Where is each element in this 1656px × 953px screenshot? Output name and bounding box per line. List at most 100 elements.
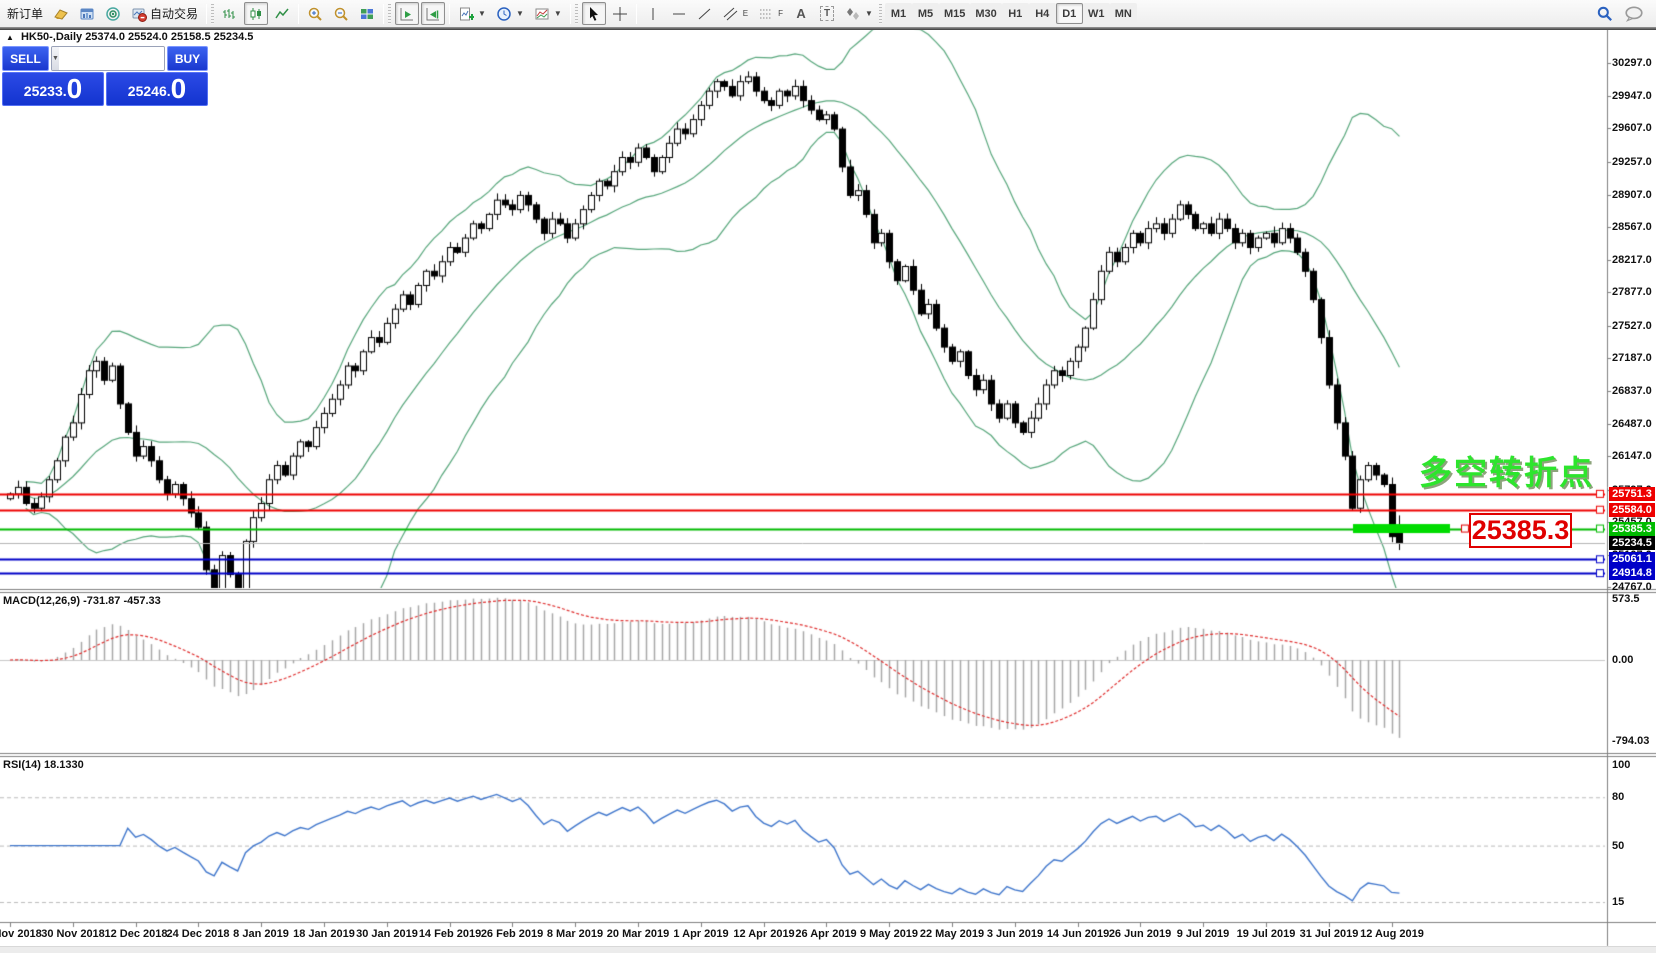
date-axis-label: 12 Aug 2019 [1360, 928, 1424, 940]
new-chart-icon [460, 7, 475, 20]
trendline-icon [698, 8, 711, 19]
price-axis-tick: 30297.0 [1612, 57, 1652, 69]
text-label-icon: T [819, 6, 835, 21]
text-tool-button[interactable]: A [789, 2, 813, 25]
buy-button[interactable]: BUY [167, 46, 208, 71]
toolbar-grip[interactable] [388, 3, 392, 24]
date-axis-label: 14 Jun 2019 [1046, 928, 1110, 940]
date-axis-label: 30 Jan 2019 [356, 928, 418, 940]
turning-point-annotation[interactable]: 多空转折点 [1419, 454, 1594, 491]
zoom-out-button[interactable] [329, 2, 353, 25]
timeframe-button-m5[interactable]: M5 [911, 3, 939, 24]
date-axis-label: 30 Nov 2018 [41, 928, 105, 940]
market-watch-button[interactable] [75, 2, 99, 25]
search-icon[interactable] [1596, 5, 1614, 23]
auto-scroll-button[interactable] [395, 2, 420, 25]
templates-button[interactable]: ▼ [530, 2, 566, 25]
profile-button[interactable] [49, 2, 73, 25]
buy-price-main: 25246. [127, 83, 171, 99]
date-axis-label: 20 Mar 2019 [606, 928, 670, 940]
toolbar-grip[interactable] [574, 3, 578, 24]
sell-price-button[interactable]: 25233. 0 [2, 72, 104, 106]
timeframe-button-m30[interactable]: M30 [970, 3, 1002, 24]
dropdown-caret: ▼ [515, 9, 524, 18]
price-axis-tick: 26147.0 [1612, 450, 1652, 462]
signals-icon [106, 6, 120, 21]
periods-button[interactable]: ▼ [492, 2, 528, 25]
cursor-button[interactable] [581, 2, 606, 25]
timeframe-group: M1 M5 M15 M30 H1 H4 D1 W1 MN [884, 3, 1137, 24]
date-axis-label: 14 Feb 2019 [418, 928, 482, 940]
fibonacci-tool-button[interactable]: F [754, 2, 787, 25]
toolbar-separator [383, 3, 385, 24]
timeframe-button-mn[interactable]: MN [1109, 3, 1137, 24]
timeframe-button-w1[interactable]: W1 [1082, 3, 1110, 24]
window-top-border [0, 27, 1656, 30]
toolbar-grip[interactable] [878, 3, 882, 24]
chart-shift-button[interactable] [421, 2, 446, 25]
signals-button[interactable] [101, 2, 125, 25]
equidistant-channel-icon [723, 7, 738, 20]
arrows-tool-button[interactable]: ▼ [841, 2, 877, 25]
price-axis-tick: 29257.0 [1612, 156, 1652, 168]
volume-decrease-button[interactable]: ▼ [52, 47, 59, 70]
crosshair-icon [612, 6, 627, 21]
channel-tool-button[interactable]: E [719, 2, 752, 25]
price-axis-tick: 28567.0 [1612, 221, 1652, 233]
zoom-in-button[interactable] [303, 2, 327, 25]
timeframe-button-m1[interactable]: M1 [884, 3, 912, 24]
zoom-in-icon [308, 7, 322, 21]
macd-axis-tick: -794.03 [1612, 735, 1650, 747]
date-axis-label: 26 Feb 2019 [480, 928, 544, 940]
volume-group: ▼ ▲ [51, 46, 165, 71]
new-order-button[interactable]: 新订单 [3, 2, 47, 25]
dropdown-caret: ▼ [478, 9, 486, 18]
tile-windows-button[interactable] [355, 2, 379, 25]
autotrading-button[interactable]: 自动交易 [127, 2, 202, 25]
rsi-pane-label: RSI(14) 18.1330 [3, 759, 84, 771]
timeframe-button-h1[interactable]: H1 [1001, 3, 1029, 24]
date-axis-label: 9 May 2019 [859, 928, 919, 940]
symbol-tree-icon: ▲ [6, 33, 14, 42]
price-axis-tick: 29607.0 [1612, 122, 1652, 134]
price-axis-tick: 24767.0 [1612, 581, 1652, 593]
text-tool-icon: A [796, 6, 806, 21]
rsi-axis-tick: 80 [1612, 791, 1625, 803]
price-tag-bid: 25234.5 [1609, 536, 1655, 550]
timeframe-button-m15[interactable]: M15 [938, 3, 971, 24]
volume-input[interactable] [58, 47, 164, 70]
crosshair-button[interactable] [608, 2, 632, 25]
price-tag-resistance: 25751.3 [1609, 487, 1655, 501]
ohlc-values: 25374.0 25524.0 25158.5 25234.5 [85, 31, 254, 43]
chat-icon[interactable] [1624, 5, 1644, 23]
rsi-axis-tick: 15 [1612, 896, 1625, 908]
line-chart-button[interactable] [270, 2, 294, 25]
fibo-tag: F [778, 9, 784, 18]
buy-price-button[interactable]: 25246. 0 [106, 72, 208, 106]
toolbar-grip[interactable] [211, 3, 215, 24]
vertical-line-tool-button[interactable] [641, 2, 665, 25]
date-axis-label: 1 Apr 2019 [673, 928, 729, 940]
candlestick-chart-button[interactable] [244, 2, 269, 25]
timeframe-button-h4[interactable]: H4 [1028, 3, 1056, 24]
date-axis-label: 8 Mar 2019 [546, 928, 604, 940]
text-label-tool-button[interactable]: T [815, 2, 839, 25]
date-axis-label: 18 Jan 2019 [293, 928, 355, 940]
bar-chart-button[interactable] [218, 2, 242, 25]
sell-button[interactable]: SELL [2, 46, 49, 71]
channel-tag: E [742, 9, 749, 18]
trendline-tool-button[interactable] [693, 2, 717, 25]
rsi-axis-tick: 50 [1612, 840, 1625, 852]
zoom-out-icon [334, 7, 348, 21]
new-chart-button[interactable]: ▼ [454, 2, 490, 25]
price-tag-pivot: 25385.3 [1609, 522, 1655, 536]
arrows-icon [847, 7, 860, 20]
horizontal-line-tool-button[interactable] [667, 2, 691, 25]
timeframe-button-d1[interactable]: D1 [1055, 3, 1083, 24]
fibonacci-icon [760, 9, 773, 18]
new-order-label: 新订单 [7, 7, 44, 21]
price-axis-tick: 27187.0 [1612, 352, 1652, 364]
level-callout-box[interactable]: 25385.3 [1469, 513, 1572, 548]
